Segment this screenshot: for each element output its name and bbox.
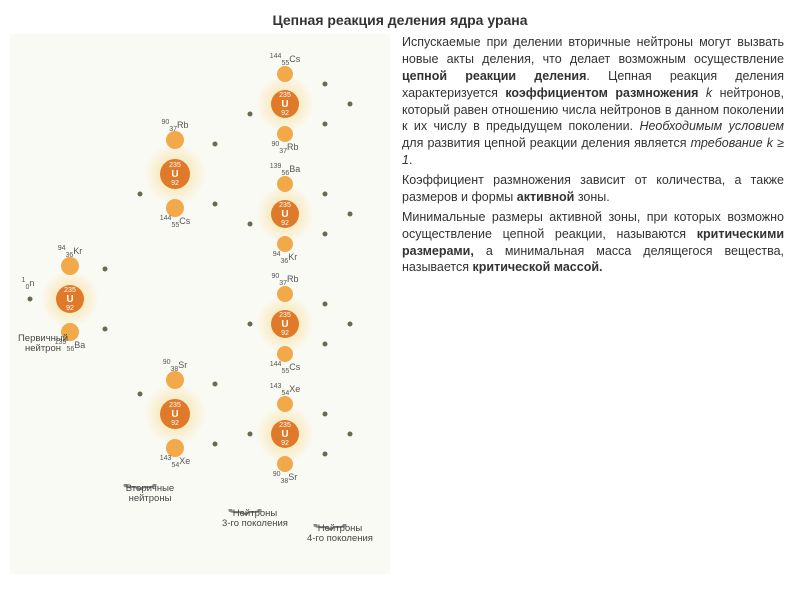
uranium-nucleus: 235U92: [56, 285, 84, 313]
diagram-caption: Вторичныенейтроны: [126, 484, 174, 505]
isotope-label: 10n: [22, 277, 35, 291]
neutron-dot: [348, 432, 353, 437]
fission-diagram: 235U92 235U92 235U92 235U92 235U92 235U92 235U…: [10, 34, 390, 574]
diagram-caption: Нейтроны4-го поколения: [307, 524, 373, 545]
fission-fragment: [166, 371, 184, 389]
p1d: коэффициентом размножения: [505, 86, 706, 100]
text-column: Испускаемые при делении вторичные нейтро…: [390, 34, 790, 574]
neutron-dot: [248, 432, 253, 437]
neutron-dot: [138, 192, 143, 197]
neutron-dot: [103, 267, 108, 272]
uranium-nucleus: 235U92: [271, 200, 299, 228]
p1j: .: [409, 153, 412, 167]
isotope-label: 9037Rb: [161, 119, 188, 133]
isotope-label: 9436Kr: [58, 245, 83, 259]
isotope-label: 9037Rb: [271, 273, 298, 287]
neutron-dot: [248, 322, 253, 327]
neutron-dot: [213, 142, 218, 147]
p1h: для развития цепной реакции деления явля…: [402, 136, 691, 150]
neutron-dot: [213, 202, 218, 207]
fission-fragment: [277, 66, 293, 82]
isotope-label: 9038Sr: [163, 359, 188, 373]
neutron-dot: [323, 302, 328, 307]
uranium-nucleus: 235U92: [160, 159, 190, 189]
isotope-label: 14354Xe: [270, 383, 301, 397]
neutron-dot: [323, 232, 328, 237]
fission-fragment: [277, 176, 293, 192]
fission-fragment: [277, 456, 293, 472]
isotope-label: 9038Sr: [273, 471, 298, 485]
neutron-dot: [323, 452, 328, 457]
neutron-dot: [138, 392, 143, 397]
neutron-dot: [103, 327, 108, 332]
neutron-dot: [348, 212, 353, 217]
paragraph-3: Минимальные размеры активной зоны, при к…: [402, 209, 784, 277]
neutron-dot: [213, 442, 218, 447]
fission-fragment: [277, 396, 293, 412]
uranium-nucleus: 235U92: [271, 90, 299, 118]
p3d: критической массой.: [473, 260, 603, 274]
p2b: активной: [517, 190, 575, 204]
diagram-caption: Нейтроны3-го поколения: [222, 509, 288, 530]
isotope-label: 14455Cs: [270, 361, 300, 375]
uranium-nucleus: 235U92: [271, 420, 299, 448]
diagram-caption: Первичныйнейтрон: [18, 334, 68, 355]
isotope-label: 14455Cs: [270, 53, 300, 67]
neutron-dot: [213, 382, 218, 387]
fission-fragment: [61, 257, 79, 275]
fission-fragment: [277, 126, 293, 142]
neutron-dot: [348, 102, 353, 107]
neutron-dot: [323, 122, 328, 127]
neutron-dot: [248, 112, 253, 117]
uranium-nucleus: 235U92: [160, 399, 190, 429]
fission-fragment: [277, 346, 293, 362]
p1b: цепной реакции деления: [402, 69, 586, 83]
fission-fragment: [277, 236, 293, 252]
isotope-label: 14354Xe: [160, 455, 191, 469]
neutron-dot: [28, 297, 33, 302]
p1g: Необходимым условием: [639, 119, 784, 133]
page-title: Цепная реакция деления ядра урана: [0, 0, 800, 34]
fission-fragment: [277, 286, 293, 302]
p2c: зоны.: [574, 190, 609, 204]
neutron-dot: [323, 82, 328, 87]
neutron-dot: [248, 222, 253, 227]
neutron-dot: [348, 322, 353, 327]
paragraph-1: Испускаемые при делении вторичные нейтро…: [402, 34, 784, 169]
paragraph-2: Коэффициент размножения зависит от колич…: [402, 172, 784, 206]
neutron-dot: [323, 192, 328, 197]
fission-fragment: [166, 131, 184, 149]
isotope-label: 9436Kr: [273, 251, 298, 265]
isotope-label: 9037Rb: [271, 141, 298, 155]
main-row: 235U92 235U92 235U92 235U92 235U92 235U92 235U…: [0, 34, 800, 574]
p1a: Испускаемые при делении вторичные нейтро…: [402, 35, 784, 66]
isotope-label: 13956Ba: [270, 163, 301, 177]
neutron-dot: [323, 342, 328, 347]
isotope-label: 14455Cs: [160, 215, 190, 229]
neutron-dot: [323, 412, 328, 417]
uranium-nucleus: 235U92: [271, 310, 299, 338]
